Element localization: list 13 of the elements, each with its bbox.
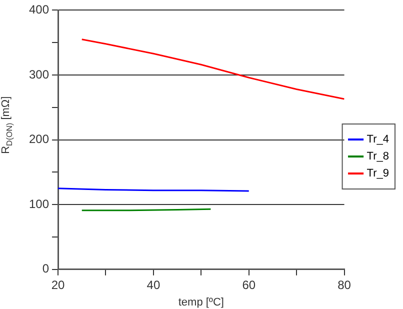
x-axis-title: temp [ºC] [178, 296, 224, 308]
y-tick-label: 200 [28, 132, 50, 146]
y-tick-label: 400 [28, 2, 50, 17]
x-tick-label: 80 [338, 278, 352, 292]
y-tick-label: 100 [28, 196, 50, 211]
x-tick-label: 20 [51, 278, 66, 292]
y-tick-label: 300 [28, 67, 50, 82]
y-tick-label: 0 [42, 262, 50, 276]
x-tick-label: 40 [146, 278, 160, 292]
legend-label: Tr_9 [366, 168, 390, 180]
legend-label: Tr_4 [366, 134, 390, 146]
legend-label: Tr_8 [366, 150, 390, 163]
x-tick-label: 60 [242, 278, 256, 292]
